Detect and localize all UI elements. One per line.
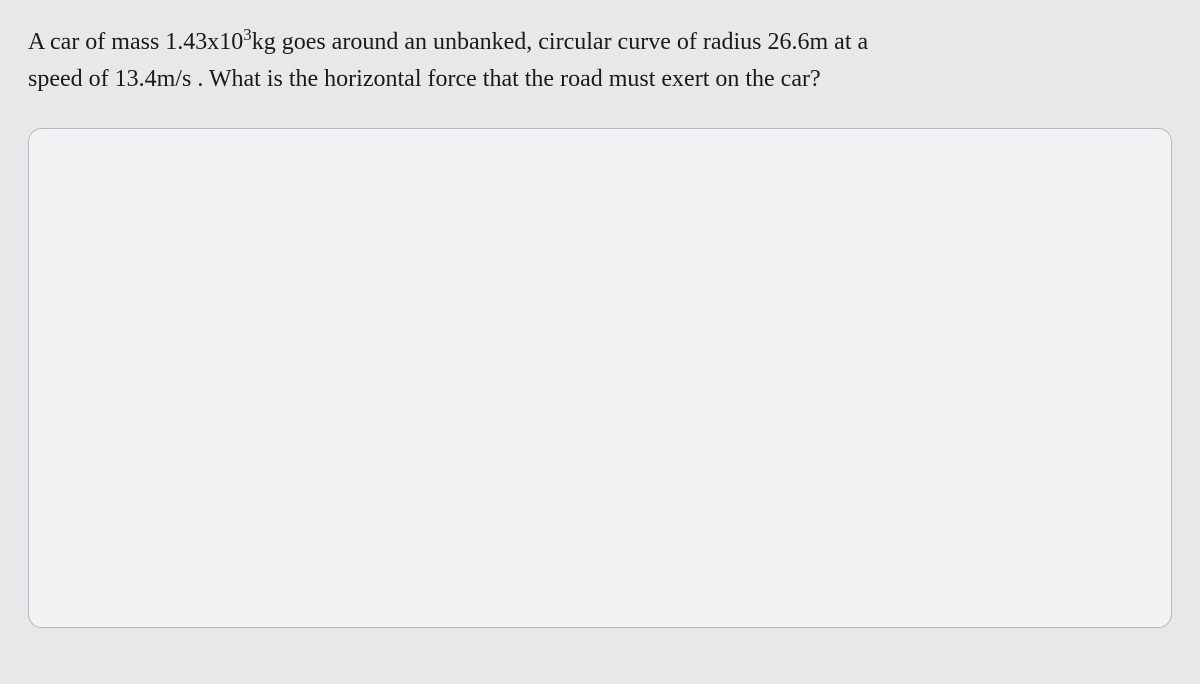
question-line2: speed of 13.4m/s . What is the horizonta… bbox=[28, 66, 821, 92]
question-text: A car of mass 1.43x103kg goes around an … bbox=[28, 24, 1172, 98]
question-line1-post: kg goes around an unbanked, circular cur… bbox=[252, 29, 868, 55]
answer-input-area[interactable] bbox=[28, 128, 1172, 628]
question-line1-pre: A car of mass 1.43x10 bbox=[28, 29, 243, 55]
question-line1-sup: 3 bbox=[243, 25, 251, 44]
